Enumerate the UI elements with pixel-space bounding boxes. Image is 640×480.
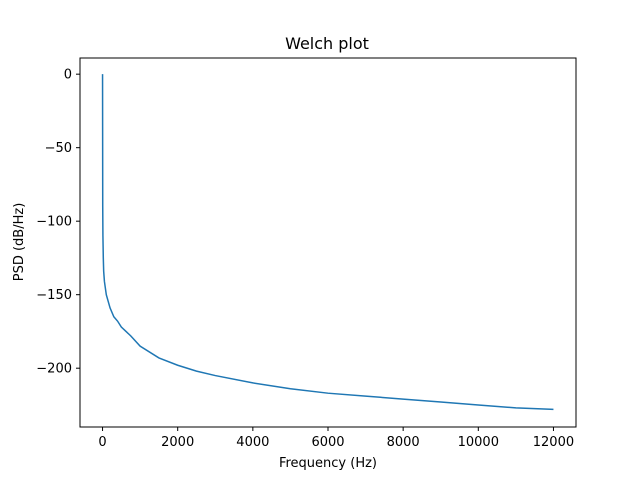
x-tick-label: 12000 [533, 435, 574, 450]
chart-title: Welch plot [285, 34, 369, 53]
x-tick-label: 10000 [458, 435, 499, 450]
y-tick-label: 0 [64, 68, 72, 83]
y-tick-label: −100 [36, 215, 72, 230]
plot-layer [101, 74, 554, 411]
x-tick-label: 4000 [236, 435, 269, 450]
x-tick-label: 2000 [161, 435, 194, 450]
x-axis-title: Frequency (Hz) [279, 456, 377, 471]
y-tick-label: −200 [36, 362, 72, 377]
x-tick-label: 0 [98, 435, 106, 450]
y-axis-title: PSD (dB/Hz) [12, 203, 27, 282]
y-axis: 0 −50 −100 −150 −200 [36, 68, 80, 377]
y-tick-label: −50 [45, 141, 72, 156]
x-axis: 0 2000 4000 6000 8000 10000 12000 [98, 427, 574, 450]
x-tick-label: 6000 [311, 435, 344, 450]
x-tick-label: 8000 [387, 435, 420, 450]
series-line-0 [101, 74, 554, 411]
plot-frame [79, 57, 577, 428]
y-tick-label: −150 [36, 288, 72, 303]
